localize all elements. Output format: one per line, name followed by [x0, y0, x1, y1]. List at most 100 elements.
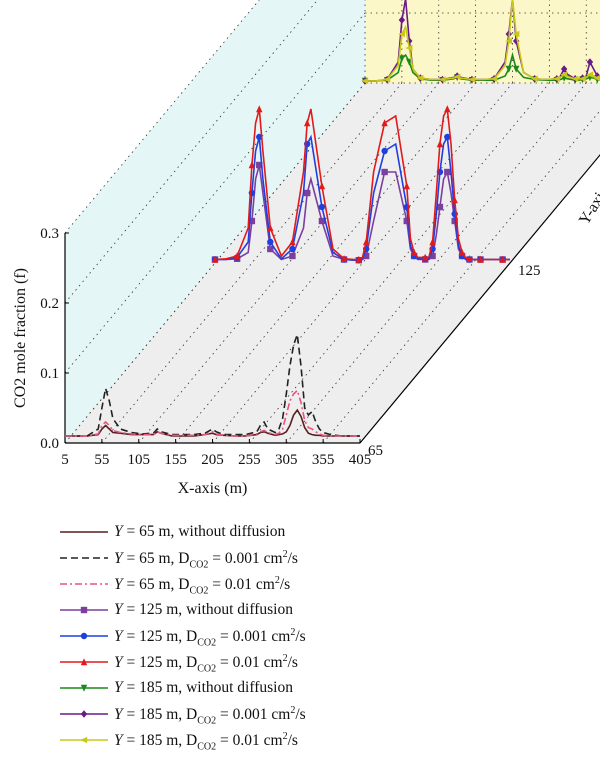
data-point — [248, 161, 256, 169]
legend-item: Y = 125 m, DCO2 = 0.001 cm2/s — [58, 624, 458, 650]
series-line — [65, 389, 360, 437]
data-point — [267, 224, 274, 232]
data-point — [318, 182, 326, 190]
y-tick-label: 0.3 — [40, 226, 59, 242]
data-point — [499, 255, 506, 263]
legend-item: Y = 65 m, without diffusion — [58, 520, 458, 546]
data-point — [318, 203, 326, 211]
legend-marker — [80, 736, 88, 744]
data-point — [429, 252, 436, 260]
data-point — [468, 76, 476, 83]
x-tick-label: 55 — [94, 452, 109, 468]
data-point — [586, 71, 594, 78]
legend-label: Y = 185 m, DCO2 = 0.01 cm2/s — [114, 731, 298, 753]
x-tick-label: 405 — [349, 452, 372, 468]
legend-label: Y = 125 m, DCO2 = 0.001 cm2/s — [114, 627, 306, 649]
data-point — [416, 74, 424, 82]
legend-marker — [80, 710, 88, 718]
legend-swatch — [60, 684, 108, 692]
left-wall-plane — [65, 0, 365, 443]
floor-grid-line — [138, 82, 440, 444]
data-point — [256, 161, 263, 169]
series-line — [215, 134, 510, 262]
legend-label: Y = 185 m, DCO2 = 0.001 cm2/s — [114, 705, 306, 727]
legend-swatch — [60, 658, 108, 666]
legend-item: Y = 185 m, DCO2 = 0.01 cm2/s — [58, 728, 458, 754]
data-point — [355, 255, 363, 263]
legend-swatch — [60, 557, 108, 559]
y-tick-label: 0.0 — [40, 436, 59, 452]
legend-label: Y = 65 m, DCO2 = 0.001 cm2/s — [114, 549, 298, 571]
x-tick-label: 155 — [164, 452, 187, 468]
wall-grid-line — [64, 0, 260, 234]
series-line — [365, 0, 600, 82]
depth-tick-label: 65 — [368, 443, 383, 459]
data-point — [451, 196, 458, 204]
data-point — [381, 168, 388, 176]
legend-swatch — [60, 736, 108, 744]
data-point — [403, 182, 410, 190]
x-tick-label: 105 — [128, 452, 151, 468]
x-tick-label: 205 — [201, 452, 224, 468]
floor-grid-line — [249, 82, 550, 444]
data-point — [381, 119, 388, 127]
data-point — [436, 140, 444, 148]
legend-marker — [80, 632, 88, 640]
data-point — [560, 65, 568, 73]
y-tick-label: 0.2 — [40, 296, 59, 312]
series-2 — [65, 334, 360, 437]
data-point — [436, 203, 444, 211]
legend-item: Y = 125 m, without diffusion — [58, 598, 458, 624]
legend-item: Y = 185 m, DCO2 = 0.001 cm2/s — [58, 702, 458, 728]
data-point — [586, 58, 594, 66]
data-point — [593, 75, 600, 82]
data-point — [398, 30, 406, 38]
data-point — [505, 65, 513, 73]
data-point — [381, 147, 388, 155]
data-point — [571, 75, 579, 82]
legend-marker — [80, 606, 88, 614]
data-point — [477, 255, 484, 263]
series-line — [214, 106, 510, 261]
data-point — [560, 71, 568, 78]
legend-label: Y = 65 m, DCO2 = 0.01 cm2/s — [114, 575, 291, 597]
floor-grid-line — [322, 110, 600, 444]
data-point — [289, 245, 296, 253]
data-point — [553, 75, 560, 82]
x-tick-label: 255 — [238, 452, 261, 468]
data-point — [444, 105, 451, 113]
back-wall-plane — [365, 0, 600, 83]
x-axis-title: X-axis (m) — [178, 480, 248, 497]
data-point — [458, 248, 466, 256]
data-point — [512, 30, 520, 38]
wall-grid-line — [64, 12, 366, 374]
data-point — [318, 217, 326, 225]
data-point — [248, 217, 256, 225]
data-point — [211, 255, 219, 263]
data-point — [340, 255, 348, 262]
legend-swatch — [60, 531, 108, 533]
series-line — [65, 408, 360, 437]
data-point — [444, 168, 451, 176]
legend-swatch — [60, 606, 108, 614]
floor-plane — [65, 83, 600, 443]
legend-item: Y = 185 m, without diffusion — [58, 676, 458, 702]
series-1 — [65, 408, 360, 437]
legend-label: Y = 125 m, without diffusion — [114, 601, 293, 618]
data-point — [421, 253, 429, 261]
data-point — [233, 252, 241, 260]
legend-marker — [80, 684, 88, 692]
legend-label: Y = 65 m, without diffusion — [114, 523, 286, 540]
data-point — [578, 75, 586, 82]
data-point — [429, 238, 436, 246]
legend-item: Y = 65 m, DCO2 = 0.001 cm2/s — [58, 546, 458, 572]
legend-swatch — [60, 632, 108, 640]
x-tick-label: 355 — [312, 452, 335, 468]
data-point — [303, 189, 311, 197]
series-6 — [211, 105, 510, 263]
data-point — [362, 252, 370, 260]
data-point — [466, 255, 473, 262]
floor-grid-line — [212, 82, 513, 444]
data-point — [512, 65, 520, 73]
